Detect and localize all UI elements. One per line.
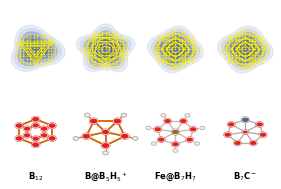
Polygon shape	[229, 36, 261, 63]
Circle shape	[256, 122, 263, 127]
Circle shape	[40, 126, 48, 131]
Text: B@B$_5$H$_5$$^+$: B@B$_5$H$_5$$^+$	[83, 170, 128, 183]
Polygon shape	[94, 39, 117, 58]
Circle shape	[32, 136, 39, 141]
Circle shape	[103, 151, 108, 155]
Circle shape	[101, 143, 110, 148]
Circle shape	[40, 133, 48, 138]
Polygon shape	[76, 24, 135, 71]
Circle shape	[172, 142, 179, 147]
Polygon shape	[164, 40, 187, 59]
Circle shape	[234, 141, 241, 146]
Circle shape	[48, 123, 56, 128]
Circle shape	[146, 126, 151, 130]
Circle shape	[243, 130, 248, 134]
Circle shape	[161, 114, 166, 117]
Polygon shape	[159, 36, 192, 63]
Circle shape	[158, 137, 165, 142]
Circle shape	[171, 129, 179, 135]
Circle shape	[82, 133, 90, 139]
Circle shape	[224, 132, 231, 137]
Circle shape	[121, 113, 127, 117]
Circle shape	[185, 114, 190, 117]
Circle shape	[194, 142, 200, 145]
Circle shape	[151, 142, 156, 145]
Circle shape	[154, 127, 161, 132]
Polygon shape	[225, 33, 266, 67]
Circle shape	[32, 117, 40, 122]
Polygon shape	[22, 36, 53, 62]
Circle shape	[15, 123, 23, 128]
Polygon shape	[151, 29, 200, 70]
Circle shape	[228, 122, 235, 127]
Circle shape	[84, 113, 90, 117]
Circle shape	[200, 126, 205, 130]
Polygon shape	[15, 29, 61, 68]
Circle shape	[259, 132, 267, 137]
Polygon shape	[234, 40, 257, 59]
Polygon shape	[18, 32, 57, 65]
Polygon shape	[155, 33, 196, 67]
Circle shape	[15, 136, 23, 141]
Circle shape	[186, 137, 193, 142]
Circle shape	[113, 118, 122, 124]
Circle shape	[32, 123, 39, 128]
Polygon shape	[217, 26, 273, 73]
Text: B$_{12}$: B$_{12}$	[28, 170, 43, 183]
Circle shape	[241, 117, 249, 122]
Circle shape	[48, 136, 56, 141]
Circle shape	[102, 129, 110, 135]
Text: B$_7$C$^-$: B$_7$C$^-$	[233, 170, 257, 183]
Circle shape	[23, 133, 31, 138]
Circle shape	[190, 127, 197, 132]
Circle shape	[23, 126, 31, 131]
Circle shape	[32, 142, 40, 147]
Circle shape	[121, 133, 129, 139]
Polygon shape	[12, 25, 65, 71]
Circle shape	[180, 119, 187, 123]
Circle shape	[164, 119, 171, 123]
Polygon shape	[80, 27, 131, 69]
Polygon shape	[148, 26, 203, 73]
Circle shape	[90, 118, 98, 124]
Text: Fe@B$_7$H$_7$: Fe@B$_7$H$_7$	[154, 170, 197, 183]
Polygon shape	[26, 40, 47, 58]
Polygon shape	[221, 29, 269, 70]
Polygon shape	[89, 35, 123, 62]
Circle shape	[73, 137, 79, 140]
Circle shape	[173, 149, 178, 152]
Circle shape	[132, 137, 138, 140]
Circle shape	[250, 141, 257, 146]
Polygon shape	[84, 31, 127, 66]
